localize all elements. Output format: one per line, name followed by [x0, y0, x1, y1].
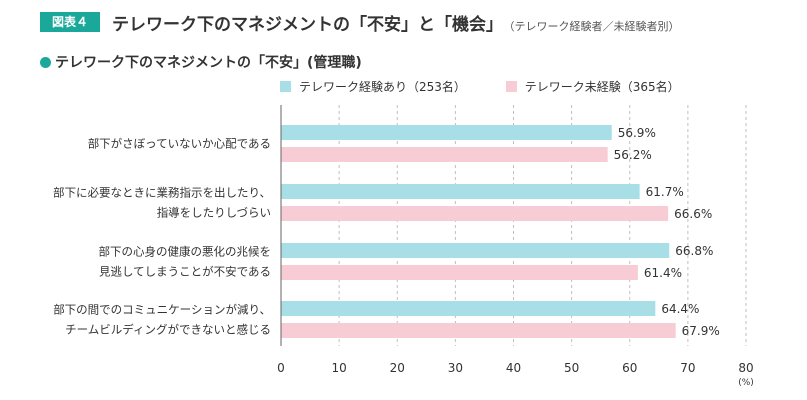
bar: [281, 243, 670, 258]
bar: [281, 206, 669, 221]
legend-swatch-inexperienced: [505, 81, 517, 92]
chart-legend: テレワーク経験あり（253名） テレワーク未経験（365名）: [280, 78, 716, 95]
bullet-icon: [40, 57, 51, 68]
figure-badge: 図表４: [40, 12, 100, 32]
bar: [281, 147, 608, 162]
x-tick-label: 40: [506, 361, 521, 375]
legend-item-inexperienced: テレワーク未経験（365名）: [505, 78, 680, 95]
category-label: 部下の心身の健康の悪化の兆候を: [99, 245, 272, 259]
data-label: 61.7%: [646, 185, 684, 199]
legend-item-experienced: テレワーク経験あり（253名）: [280, 78, 466, 95]
bar: [281, 125, 612, 140]
bar: [281, 265, 638, 280]
bar: [281, 301, 656, 316]
figure-title-text: テレワーク下のマネジメントの「不安」と「機会」: [112, 15, 503, 35]
data-label: 66.6%: [674, 207, 712, 221]
figure-subtitle: （テレワーク経験者／未経験者別）: [509, 20, 680, 33]
x-tick-label: 50: [564, 361, 579, 375]
bar: [281, 184, 640, 199]
figure-title: テレワーク下のマネジメントの「不安」と「機会」 （テレワーク経験者／未経験者別）: [112, 10, 680, 35]
x-tick-label: 60: [622, 361, 637, 375]
category-label: 部下に必要なときに業務指示を出したり、: [53, 186, 271, 200]
x-tick-label: 80: [738, 361, 753, 375]
data-label: 64.4%: [661, 302, 699, 316]
legend-label-experienced: テレワーク経験あり（253名）: [299, 80, 466, 94]
bar: [281, 323, 676, 338]
category-label: 見逃してしまうことが不安である: [99, 265, 271, 279]
category-label: 指導をしたりしづらい: [157, 206, 271, 220]
category-label: 部下の間でのコミュニケーションが減り、: [53, 303, 271, 317]
x-tick-label: 20: [390, 361, 405, 375]
x-tick-label: 30: [448, 361, 463, 375]
category-label: チームビルディングができないと感じる: [65, 323, 271, 337]
legend-label-inexperienced: テレワーク未経験（365名）: [524, 80, 680, 94]
x-tick-label: 70: [680, 361, 695, 375]
legend-swatch-experienced: [280, 81, 291, 92]
category-label: 部下がさぼっていないか心配である: [88, 137, 271, 151]
x-axis-unit: (%): [738, 378, 754, 388]
x-tick-label: 0: [277, 361, 285, 375]
data-label: 61.4%: [644, 266, 682, 280]
section-title: テレワーク下のマネジメントの「不安」(管理職): [40, 52, 362, 72]
data-label: 67.9%: [682, 324, 720, 338]
section-title-text: テレワーク下のマネジメントの「不安」(管理職): [55, 55, 362, 71]
data-label: 56.2%: [614, 148, 652, 162]
data-label: 56.9%: [618, 126, 656, 140]
data-label: 66.8%: [675, 244, 713, 258]
x-tick-label: 10: [331, 361, 346, 375]
